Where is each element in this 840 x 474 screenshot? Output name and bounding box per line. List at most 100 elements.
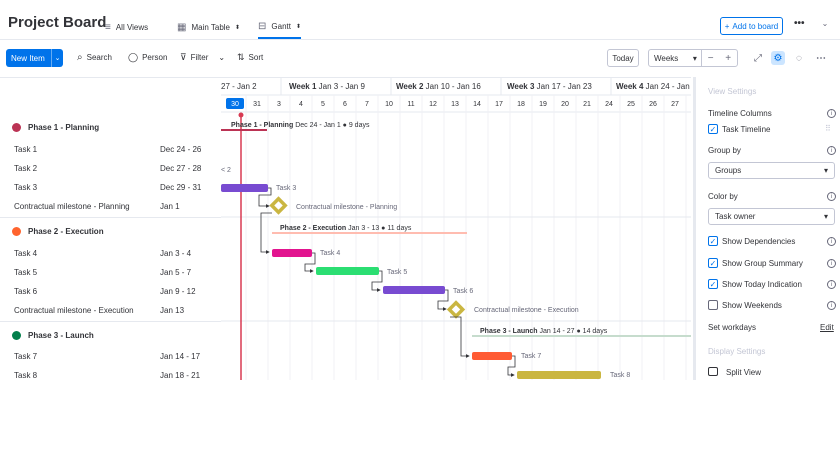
tab-main-table[interactable]: ▦ Main Table ⬍ [177, 20, 240, 34]
task-bar-label: Task 6 [453, 288, 473, 295]
gantt-timeline: 27 - Jan 2 Week 1 Jan 3 - Jan 9 Week 2 J… [221, 77, 691, 380]
task-timeline-checkbox[interactable]: ✓ [708, 124, 718, 134]
more-options-icon[interactable]: ⋯ [816, 52, 826, 64]
fullscreen-icon[interactable]: ⤢ [754, 52, 762, 64]
item-date: Jan 18 - 21 [160, 371, 201, 380]
group-header[interactable]: Phase 1 - Planning [0, 118, 221, 136]
search-icon: ⌕ [77, 52, 83, 63]
task-bar[interactable] [221, 184, 268, 192]
info-icon[interactable]: i [827, 259, 836, 268]
day-label: 14 [473, 101, 481, 108]
info-icon[interactable]: i [827, 109, 836, 118]
display-settings-heading: Display Settings [708, 347, 766, 356]
zoom-level-select[interactable]: Weeks ▾ [649, 50, 702, 66]
item-name: Task 2 [14, 164, 38, 173]
person-label: Person [142, 53, 168, 62]
milestone-diamond[interactable] [269, 196, 288, 215]
group-header[interactable]: Phase 2 - Execution [0, 222, 221, 240]
board-toolbar: New Item ⌄ ⌕ Search ◯ Person ⊽ Filter ⌄ … [0, 46, 840, 70]
color-by-value: Task owner [715, 212, 756, 221]
sort-button[interactable]: ⇅ Sort [237, 52, 263, 63]
settings-gear-icon[interactable]: ⚙ [771, 51, 785, 65]
day-label: 19 [539, 101, 547, 108]
task-bar[interactable] [472, 352, 512, 360]
view-settings-heading: View Settings [708, 87, 757, 96]
task-bar-label: Task 5 [387, 269, 407, 276]
info-icon[interactable]: i [827, 237, 836, 246]
day-label: 27 [671, 101, 679, 108]
day-label: 17 [495, 101, 503, 108]
info-icon[interactable]: i [827, 192, 836, 201]
person-filter-button[interactable]: ◯ Person [128, 52, 167, 63]
chevron-down-icon[interactable]: ⌄ [51, 49, 63, 67]
group-by-value: Groups [715, 166, 742, 175]
chat-icon[interactable]: ◌ [796, 52, 802, 64]
tab-label: Main Table [191, 22, 230, 32]
gantt-icon: ⊟ [258, 21, 267, 32]
new-item-button[interactable]: New Item ⌄ [6, 49, 63, 67]
zoom-out-button[interactable]: − [707, 52, 714, 64]
add-to-board-button[interactable]: + Add to board [720, 17, 783, 35]
item-name: Task 1 [14, 145, 38, 154]
view-settings-panel: View Settings Timeline Columns i ✓ Task … [693, 77, 840, 380]
split-view-icon[interactable] [708, 367, 718, 376]
show-group-summary-label: Show Group Summary [722, 259, 803, 268]
group-divider [0, 321, 221, 322]
zoom-in-button[interactable]: + [725, 52, 732, 64]
show-today-checkbox[interactable]: ✓ [708, 279, 718, 289]
group-color-dot [12, 226, 21, 236]
item-date: Jan 14 - 17 [160, 352, 201, 361]
dependency-arrow [371, 270, 383, 292]
week-label: Week 2 Jan 10 - Jan 16 [396, 82, 481, 91]
day-label: 21 [583, 101, 591, 108]
group-header[interactable]: Phase 3 - Launch [0, 326, 221, 344]
page-title: Project Board [8, 14, 107, 31]
milestone-diamond[interactable] [446, 300, 466, 319]
color-by-label: Color by [708, 192, 738, 201]
show-dependencies-label: Show Dependencies [722, 237, 796, 246]
search-button[interactable]: ⌕ Search [77, 52, 112, 63]
today-button[interactable]: Today [607, 49, 639, 67]
show-today-label: Show Today Indication [722, 280, 802, 289]
item-date: Dec 29 - 31 [160, 183, 202, 192]
item-date: Jan 13 [160, 306, 185, 315]
tab-label: All Views [115, 22, 149, 32]
task-bar[interactable] [316, 267, 379, 275]
split-view-label[interactable]: Split View [726, 368, 761, 377]
group-by-select[interactable]: Groups ▾ [708, 162, 835, 179]
group-color-dot [12, 122, 21, 132]
info-icon[interactable]: i [827, 280, 836, 289]
item-date: Dec 24 - 26 [160, 145, 202, 154]
show-weekends-checkbox[interactable] [708, 300, 718, 310]
task-bar[interactable] [383, 286, 445, 294]
item-name: Contractual milestone - Planning [14, 202, 130, 211]
task-bar[interactable] [517, 371, 601, 379]
chevron-down-icon[interactable]: ⌄ [218, 53, 226, 62]
group-name: Phase 1 - Planning [28, 122, 100, 132]
chevron-down-icon[interactable]: ⬍ [295, 24, 301, 30]
search-label: Search [86, 53, 112, 62]
gantt-app: Project Board ≡ All Views ▦ Main Table ⬍… [0, 14, 840, 380]
day-label: 4 [299, 101, 303, 108]
color-by-select[interactable]: Task owner ▾ [708, 208, 835, 225]
item-name: Task 5 [14, 268, 38, 277]
item-name: Task 4 [14, 249, 38, 258]
task-bar[interactable] [272, 249, 312, 257]
info-icon[interactable]: i [827, 301, 836, 310]
tab-gantt[interactable]: ⊟ Gantt ⬍ [258, 20, 301, 39]
dependency-arrow [450, 316, 470, 358]
chevron-down-icon: ▾ [823, 166, 828, 175]
offscreen-indicator[interactable]: < 2 [221, 167, 231, 174]
new-item-label: New Item [11, 53, 45, 63]
info-icon[interactable]: i [827, 146, 836, 155]
show-dependencies-checkbox[interactable]: ✓ [708, 236, 718, 246]
show-group-summary-checkbox[interactable]: ✓ [708, 258, 718, 268]
chevron-down-icon[interactable]: ⬍ [235, 24, 241, 31]
day-label: 6 [343, 101, 347, 108]
more-options-icon[interactable]: ••• [794, 18, 805, 29]
drag-handle-icon[interactable]: ⠿ [825, 124, 831, 133]
collapse-chevron-icon[interactable]: ⌄ [821, 18, 829, 28]
edit-workdays-link[interactable]: Edit [820, 323, 834, 332]
tab-all-views[interactable]: ≡ All Views [105, 20, 148, 34]
filter-button[interactable]: ⊽ Filter ⌄ [180, 52, 225, 63]
